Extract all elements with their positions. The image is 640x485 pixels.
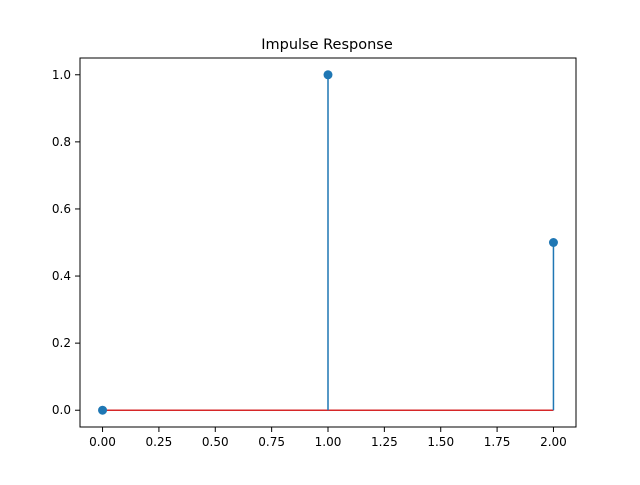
stems-layer [327, 74, 555, 411]
stem-marker [323, 70, 333, 80]
y-tick-label: 0.4 [52, 269, 71, 283]
markers-layer [98, 70, 558, 415]
stem-marker [98, 405, 108, 415]
x-tick-label: 1.50 [427, 435, 454, 449]
x-tick-label: 1.75 [484, 435, 511, 449]
y-tick-label: 0.8 [52, 135, 71, 149]
y-tick-label: 0.0 [52, 403, 71, 417]
x-tick-label: 0.25 [146, 435, 173, 449]
y-axis-ticks: 0.0 0.2 0.4 0.6 0.8 1.0 [52, 68, 80, 417]
stem-marker [548, 238, 558, 247]
y-tick-label: 0.2 [52, 336, 71, 350]
x-tick-label: 2.00 [540, 435, 567, 449]
x-axis-ticks: 0.00 0.25 0.50 0.75 1.00 1.25 1.50 1.75 2.00 [89, 427, 567, 449]
x-tick-label: 1.00 [315, 435, 342, 449]
x-tick-label: 0.50 [202, 435, 229, 449]
y-tick-label: 1.0 [52, 68, 71, 82]
x-tick-label: 0.00 [89, 435, 116, 449]
x-tick-label: 1.25 [371, 435, 398, 449]
y-tick-label: 0.6 [52, 202, 71, 216]
x-tick-label: 0.75 [258, 435, 285, 449]
chart-title: Impulse Response [261, 37, 393, 53]
